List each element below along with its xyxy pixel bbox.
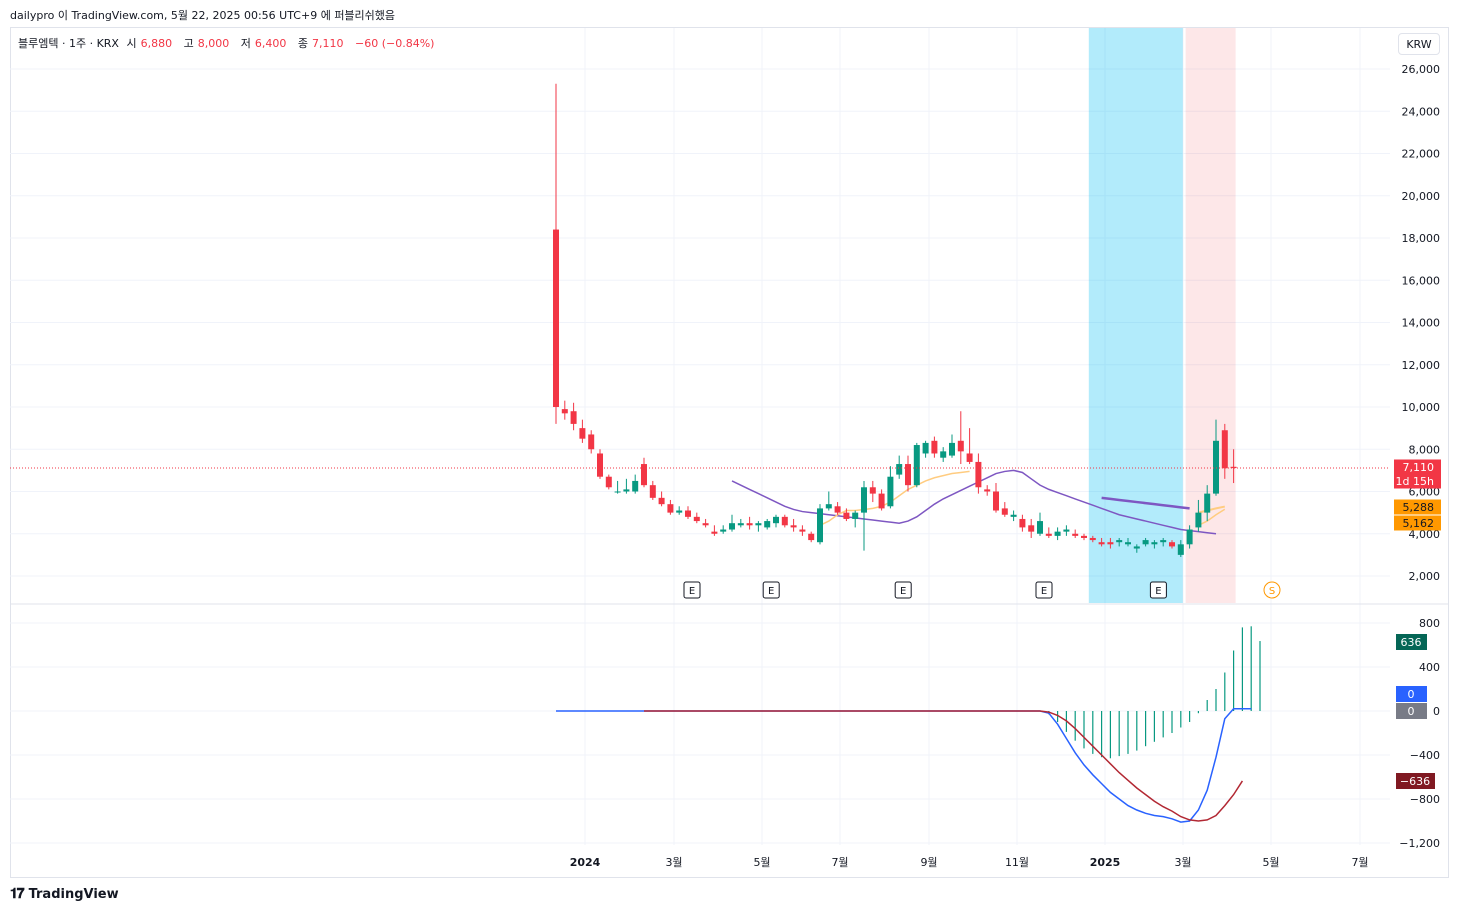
low-value: 저 6,400	[240, 37, 287, 50]
chart-frame	[10, 27, 1449, 878]
tradingview-logo-icon: 𝟏𝟕	[10, 886, 25, 902]
high-value: 고 8,000	[183, 37, 230, 50]
close-value: 종 7,110	[297, 37, 344, 50]
currency-button[interactable]: KRW	[1398, 33, 1440, 55]
ohlc-legend: 블루엠텍 · 1주 · KRX 시 6,880 고 8,000 저 6,400 종 7,…	[18, 35, 438, 51]
change-value: −60 (−0.84%)	[354, 37, 435, 50]
open-value: 시 6,880	[126, 37, 173, 50]
brand-label: TradingView	[28, 886, 119, 902]
publish-line: dailypro 이 TradingView.com, 5월 22, 2025 …	[10, 9, 396, 22]
tradingview-brand[interactable]: 𝟏𝟕 TradingView	[10, 886, 119, 902]
symbol-label[interactable]: 블루엠텍 · 1주 · KRX	[18, 37, 119, 50]
